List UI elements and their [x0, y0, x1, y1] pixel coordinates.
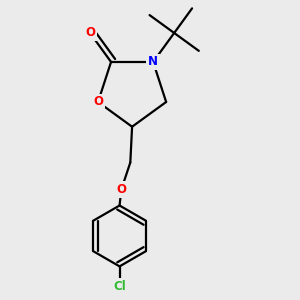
Text: N: N — [148, 56, 158, 68]
Text: O: O — [85, 26, 95, 40]
Text: O: O — [93, 95, 103, 109]
Text: Cl: Cl — [113, 280, 126, 292]
Text: O: O — [116, 183, 126, 196]
